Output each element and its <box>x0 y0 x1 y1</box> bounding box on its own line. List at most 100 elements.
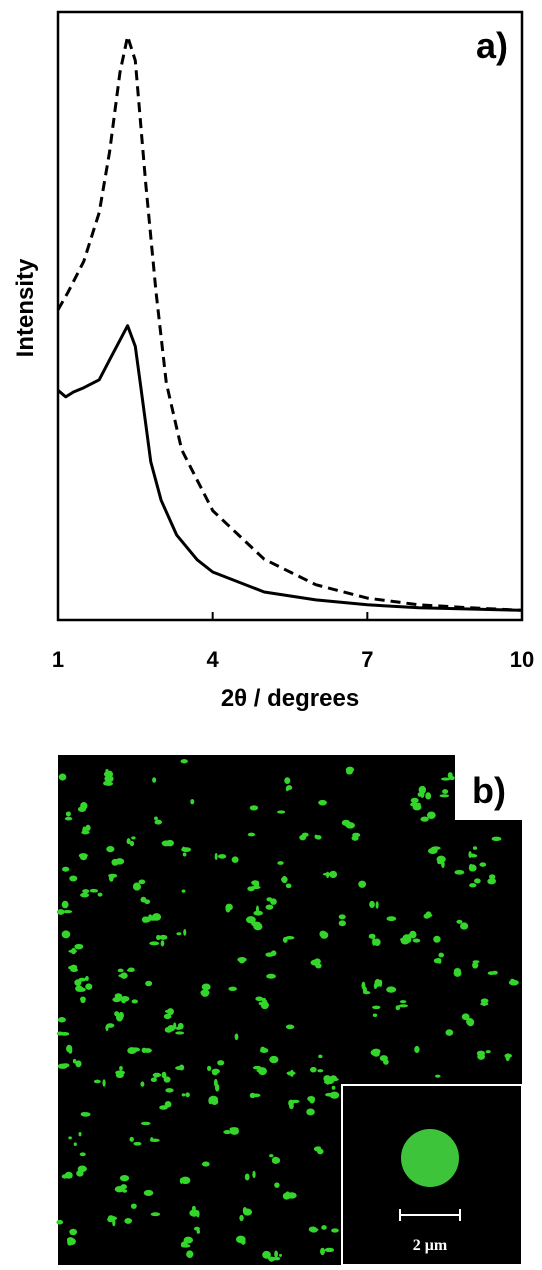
particle <box>251 1093 261 1098</box>
particle <box>375 901 379 909</box>
data-line <box>56 34 523 612</box>
particle <box>265 952 274 957</box>
particle <box>472 961 479 969</box>
particle <box>154 819 163 825</box>
particle <box>208 1096 213 1105</box>
particle <box>164 1009 171 1013</box>
particle <box>299 834 307 841</box>
particle <box>80 998 86 1004</box>
particle <box>468 863 473 872</box>
particle <box>395 1005 401 1011</box>
particle <box>117 968 124 973</box>
particle <box>381 1055 386 1061</box>
particle <box>260 1046 266 1051</box>
particle <box>201 989 210 997</box>
particle <box>69 1228 78 1236</box>
particle <box>207 1065 212 1072</box>
particle <box>143 1189 154 1197</box>
particle <box>414 1045 420 1053</box>
particle <box>104 775 114 783</box>
particle <box>180 759 188 764</box>
particle <box>167 1008 174 1016</box>
particle <box>434 1074 441 1078</box>
particle <box>436 957 441 964</box>
particle <box>320 931 329 939</box>
particle <box>129 1136 134 1142</box>
particle <box>57 1017 66 1023</box>
particle <box>480 1002 489 1006</box>
particle <box>141 1047 147 1053</box>
particle <box>105 768 109 773</box>
data-line <box>57 324 523 612</box>
particle <box>372 1050 380 1057</box>
particle <box>318 1054 323 1059</box>
particle <box>133 883 141 891</box>
particle <box>472 846 478 850</box>
particle <box>120 972 128 979</box>
particle <box>252 1065 262 1070</box>
x-tick-label: 7 <box>361 647 373 672</box>
particle <box>329 870 338 879</box>
particle <box>190 798 195 805</box>
scale-label: 2 μm <box>413 1237 448 1254</box>
y-axis-label: Intensity <box>12 258 39 357</box>
particle <box>78 853 88 859</box>
particle <box>237 956 247 963</box>
particle <box>275 1157 281 1164</box>
particle <box>61 930 71 939</box>
particle <box>466 1017 474 1026</box>
particle <box>461 1013 470 1021</box>
particle <box>325 1076 331 1085</box>
particle <box>372 1005 381 1010</box>
particle <box>285 883 292 889</box>
particle <box>133 1141 142 1146</box>
particle <box>140 1121 151 1126</box>
particle <box>128 967 135 972</box>
particle <box>278 1253 282 1257</box>
particle <box>164 1101 172 1108</box>
particle <box>487 878 496 885</box>
particle <box>180 1176 191 1185</box>
particle <box>282 936 288 943</box>
particle <box>70 967 78 972</box>
particle <box>145 980 153 987</box>
particle <box>79 1152 86 1157</box>
particle <box>69 875 78 882</box>
particle <box>62 910 73 914</box>
particle <box>181 846 186 852</box>
particle <box>284 777 291 785</box>
particle <box>130 1047 141 1052</box>
particle <box>262 1250 271 1259</box>
particle <box>252 1170 256 1179</box>
particle <box>150 1212 161 1217</box>
particle <box>177 1022 184 1030</box>
particle <box>180 1244 191 1248</box>
particle <box>269 1055 279 1064</box>
particle <box>85 824 91 832</box>
particle <box>163 1013 172 1020</box>
particle <box>61 900 69 909</box>
particle <box>253 922 263 931</box>
particle <box>65 811 71 817</box>
particle <box>410 797 419 804</box>
particle <box>274 1250 279 1258</box>
panel-label: a) <box>476 25 508 66</box>
particle <box>253 910 263 916</box>
particle <box>165 1088 174 1093</box>
particle <box>129 840 135 847</box>
particle <box>454 870 465 875</box>
particle <box>68 1136 72 1140</box>
particle <box>68 949 78 953</box>
particle <box>372 937 376 946</box>
particle <box>476 1050 486 1057</box>
particle <box>163 1076 171 1083</box>
particle <box>67 1237 76 1246</box>
particle <box>64 816 73 821</box>
particle <box>338 914 346 920</box>
particle <box>193 1226 200 1231</box>
particle <box>62 866 70 872</box>
particle <box>217 854 227 859</box>
particle <box>426 811 436 820</box>
particle <box>142 916 148 923</box>
particle <box>228 986 237 992</box>
